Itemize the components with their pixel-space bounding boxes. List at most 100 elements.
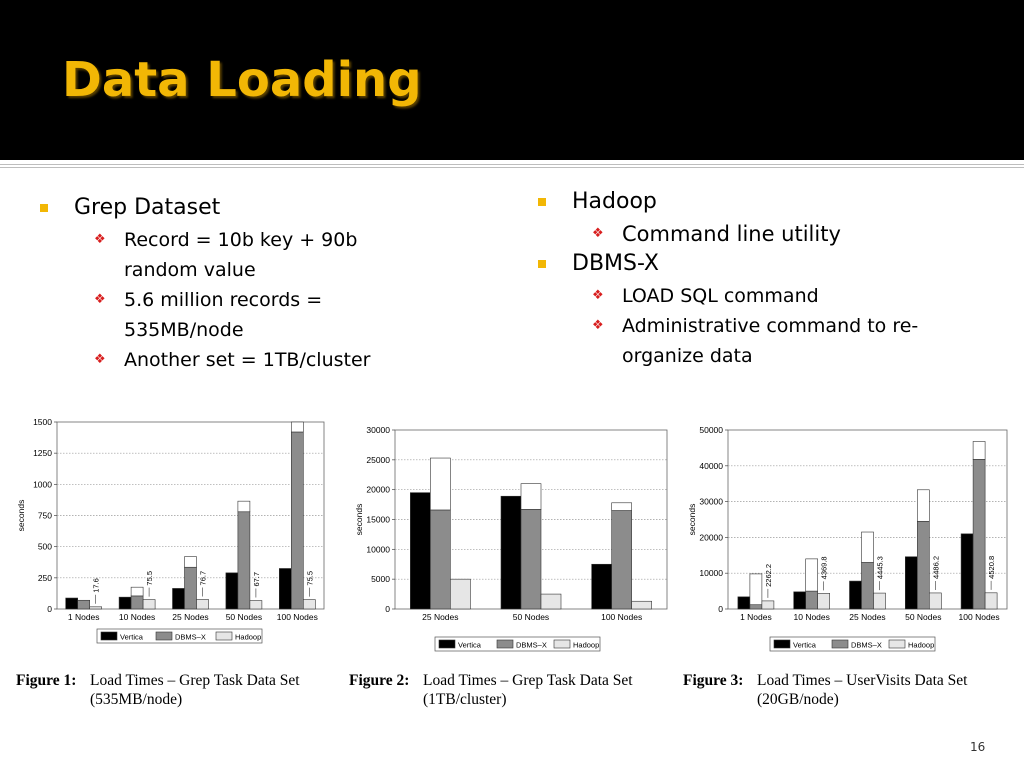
bar-vertica: [793, 591, 806, 610]
legend-label: Vertica: [120, 633, 144, 642]
bar-dbmsx-reorg-segment: [520, 483, 542, 510]
legend-swatch: [831, 639, 849, 649]
bar-dbmsx: [77, 599, 90, 610]
diamond-bullet-icon: ❖: [94, 232, 106, 247]
sub-bullet-million-records: ❖ 5.6 million records = 535MB/node: [40, 285, 420, 345]
sub-bullet-reorganize: ❖ Administrative command to re-organize d…: [538, 311, 978, 371]
figure-1-label: Figure 1:: [16, 672, 77, 689]
bar-dbmsx: [861, 562, 874, 610]
bar-hadoop: [196, 599, 209, 610]
legend-swatch: [888, 639, 906, 649]
bar-dbmsx-reorg-segment: [749, 573, 763, 606]
x-tick-label: 25 Nodes: [172, 612, 208, 622]
figure-1-caption-text: Load Times – Grep Task Data Set (535MB/n…: [90, 672, 300, 708]
diamond-bullet-icon: ❖: [592, 226, 604, 241]
header-divider-second: [0, 167, 1024, 168]
bar-vertica: [849, 580, 862, 610]
bullet-dbmsx: DBMS-X: [538, 249, 978, 279]
legend-label: DBMS–X: [175, 633, 206, 642]
y-tick-label: 500: [38, 542, 52, 552]
bar-vertica: [591, 563, 612, 610]
x-tick-label: 1 Nodes: [740, 612, 772, 622]
x-tick-label: 10 Nodes: [794, 612, 830, 622]
y-tick-label: 25000: [366, 455, 390, 465]
hadoop-value-label: 76.7: [199, 571, 208, 586]
bar-hadoop: [817, 593, 830, 610]
bullet-hadoop: Hadoop: [538, 187, 978, 217]
bar-hadoop: [761, 600, 775, 610]
left-bullet-column: Grep Dataset ❖ Record = 10b key + 90b ran…: [40, 193, 420, 375]
hadoop-value-label: 17.6: [92, 578, 101, 593]
bar-dbmsx: [290, 431, 304, 610]
bar-vertica: [118, 596, 132, 610]
hadoop-value-label: 4369.8: [820, 556, 829, 579]
x-tick-label: 50 Nodes: [905, 612, 941, 622]
figure-2-svg: 0 5000 10000 15000 20000 25000 30000 seconds 25 …: [354, 425, 668, 652]
hadoop-value-label: 67.7: [252, 572, 261, 587]
bar-dbmsx: [130, 595, 144, 610]
legend-label: Vertica: [458, 641, 482, 650]
bullet-grep-dataset: Grep Dataset: [40, 193, 420, 223]
hadoop-value-label: 75.5: [305, 571, 314, 586]
bar-vertica: [172, 588, 185, 610]
bar-dbmsx: [611, 510, 632, 610]
bar-dbmsx: [430, 509, 451, 610]
x-tick-label: 100 Nodes: [601, 612, 642, 622]
right-bullet-column: Hadoop ❖ Command line utility DBMS-X ❖ LOA…: [538, 187, 978, 371]
x-tick-label: 10 Nodes: [119, 612, 155, 622]
y-tick-label: 30000: [366, 425, 390, 435]
y-tick-label: 20000: [699, 532, 723, 542]
diamond-bullet-icon: ❖: [94, 292, 106, 307]
bar-hadoop: [873, 592, 886, 610]
y-tick-label: 20000: [366, 485, 390, 495]
y-tick-label: 1500: [33, 417, 52, 427]
legend-swatch: [773, 639, 791, 649]
bar-dbmsx-reorg-segment: [611, 502, 632, 511]
bar-dbmsx: [805, 590, 818, 610]
bar-hadoop: [89, 606, 102, 610]
page-number: 16: [970, 740, 986, 754]
bar-dbmsx: [184, 566, 197, 610]
x-tick-label: 25 Nodes: [422, 612, 458, 622]
figure-3-label: Figure 3:: [683, 672, 744, 689]
y-tick-label: 40000: [699, 461, 723, 471]
x-tick-label: 100 Nodes: [277, 612, 318, 622]
y-tick-label: 250: [38, 573, 52, 583]
y-tick-label: 30000: [699, 497, 723, 507]
header-divider: [0, 164, 1024, 165]
bar-dbmsx: [749, 604, 763, 610]
legend-label: Hadoop: [573, 641, 599, 650]
legend-swatch: [553, 639, 571, 649]
slide-header: Data Loading: [0, 0, 1024, 160]
y-tick-label: 1250: [33, 448, 52, 458]
bar-dbmsx-reorg-segment: [184, 556, 197, 568]
y-tick-label: 0: [385, 604, 390, 614]
bar-vertica: [410, 492, 431, 610]
figure-2-caption-text: Load Times – Grep Task Data Set (1TB/clu…: [423, 672, 633, 708]
bar-hadoop: [249, 600, 263, 610]
y-axis-label: seconds: [16, 500, 26, 532]
square-bullet-icon: [538, 198, 546, 206]
diamond-bullet-icon: ❖: [94, 352, 106, 367]
bar-dbmsx-reorg-segment: [972, 441, 986, 460]
figure-3-caption-text: Load Times – UserVisits Data Set (20GB/n…: [757, 672, 968, 708]
bar-dbmsx-reorg-segment: [130, 586, 144, 597]
hadoop-value-label: 75.5: [145, 571, 154, 586]
sub-bullet-command-line: ❖ Command line utility: [538, 219, 978, 249]
y-axis-label: seconds: [354, 504, 364, 536]
bar-dbmsx-reorg-segment: [290, 421, 304, 433]
bar-vertica: [278, 568, 292, 610]
bar-vertica: [960, 533, 974, 610]
bar-hadoop: [450, 578, 471, 610]
y-tick-label: 10000: [366, 544, 390, 554]
y-tick-label: 0: [47, 604, 52, 614]
bar-dbmsx: [520, 509, 542, 610]
x-tick-label: 1 Nodes: [68, 612, 100, 622]
square-bullet-icon: [538, 260, 546, 268]
legend-swatch: [438, 639, 456, 649]
bar-dbmsx: [237, 511, 251, 610]
y-tick-label: 5000: [371, 574, 390, 584]
bar-hadoop: [540, 593, 562, 610]
x-tick-label: 50 Nodes: [226, 612, 262, 622]
hadoop-value-label: 4445.3: [876, 556, 885, 579]
